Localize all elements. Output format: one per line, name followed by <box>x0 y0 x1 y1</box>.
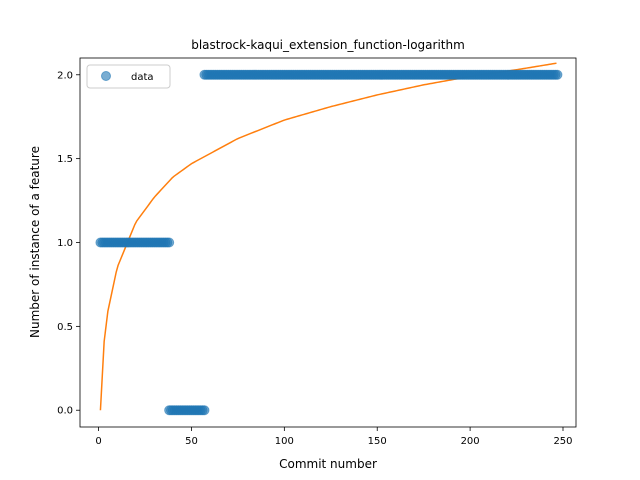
y-tick-label: 1.0 <box>57 238 73 249</box>
data-point <box>552 69 563 80</box>
fit-curve <box>99 62 557 411</box>
x-tick-label: 50 <box>185 436 198 447</box>
y-tick-label: 1.5 <box>57 154 73 165</box>
x-tick-label: 0 <box>95 436 101 447</box>
x-tick-label: 100 <box>275 436 294 447</box>
y-tick-label: 0.5 <box>57 322 73 333</box>
x-axis-ticks: 0 50 100 150 200 250 <box>95 427 573 447</box>
y-tick-label: 2.0 <box>57 70 73 81</box>
x-tick-label: 250 <box>553 436 572 447</box>
legend-marker <box>101 71 111 81</box>
x-tick-label: 200 <box>461 436 480 447</box>
data-points-layer <box>95 69 563 416</box>
data-point <box>199 405 210 416</box>
legend: data <box>86 64 171 89</box>
y-tick-label: 0.0 <box>57 406 73 417</box>
legend-box <box>86 64 171 89</box>
fit-curve-layer <box>99 62 557 411</box>
plot-area <box>95 62 563 416</box>
chart-title: blastrock-kaqui_extension_function-logar… <box>191 38 465 52</box>
data-point <box>164 237 175 248</box>
x-axis-label: Commit number <box>279 457 377 471</box>
y-axis-ticks: 0.0 0.5 1.0 1.5 2.0 <box>57 70 80 417</box>
x-tick-label: 150 <box>368 436 387 447</box>
legend-label-data: data <box>131 72 154 83</box>
y-axis-label: Number of instance of a feature <box>28 146 42 338</box>
